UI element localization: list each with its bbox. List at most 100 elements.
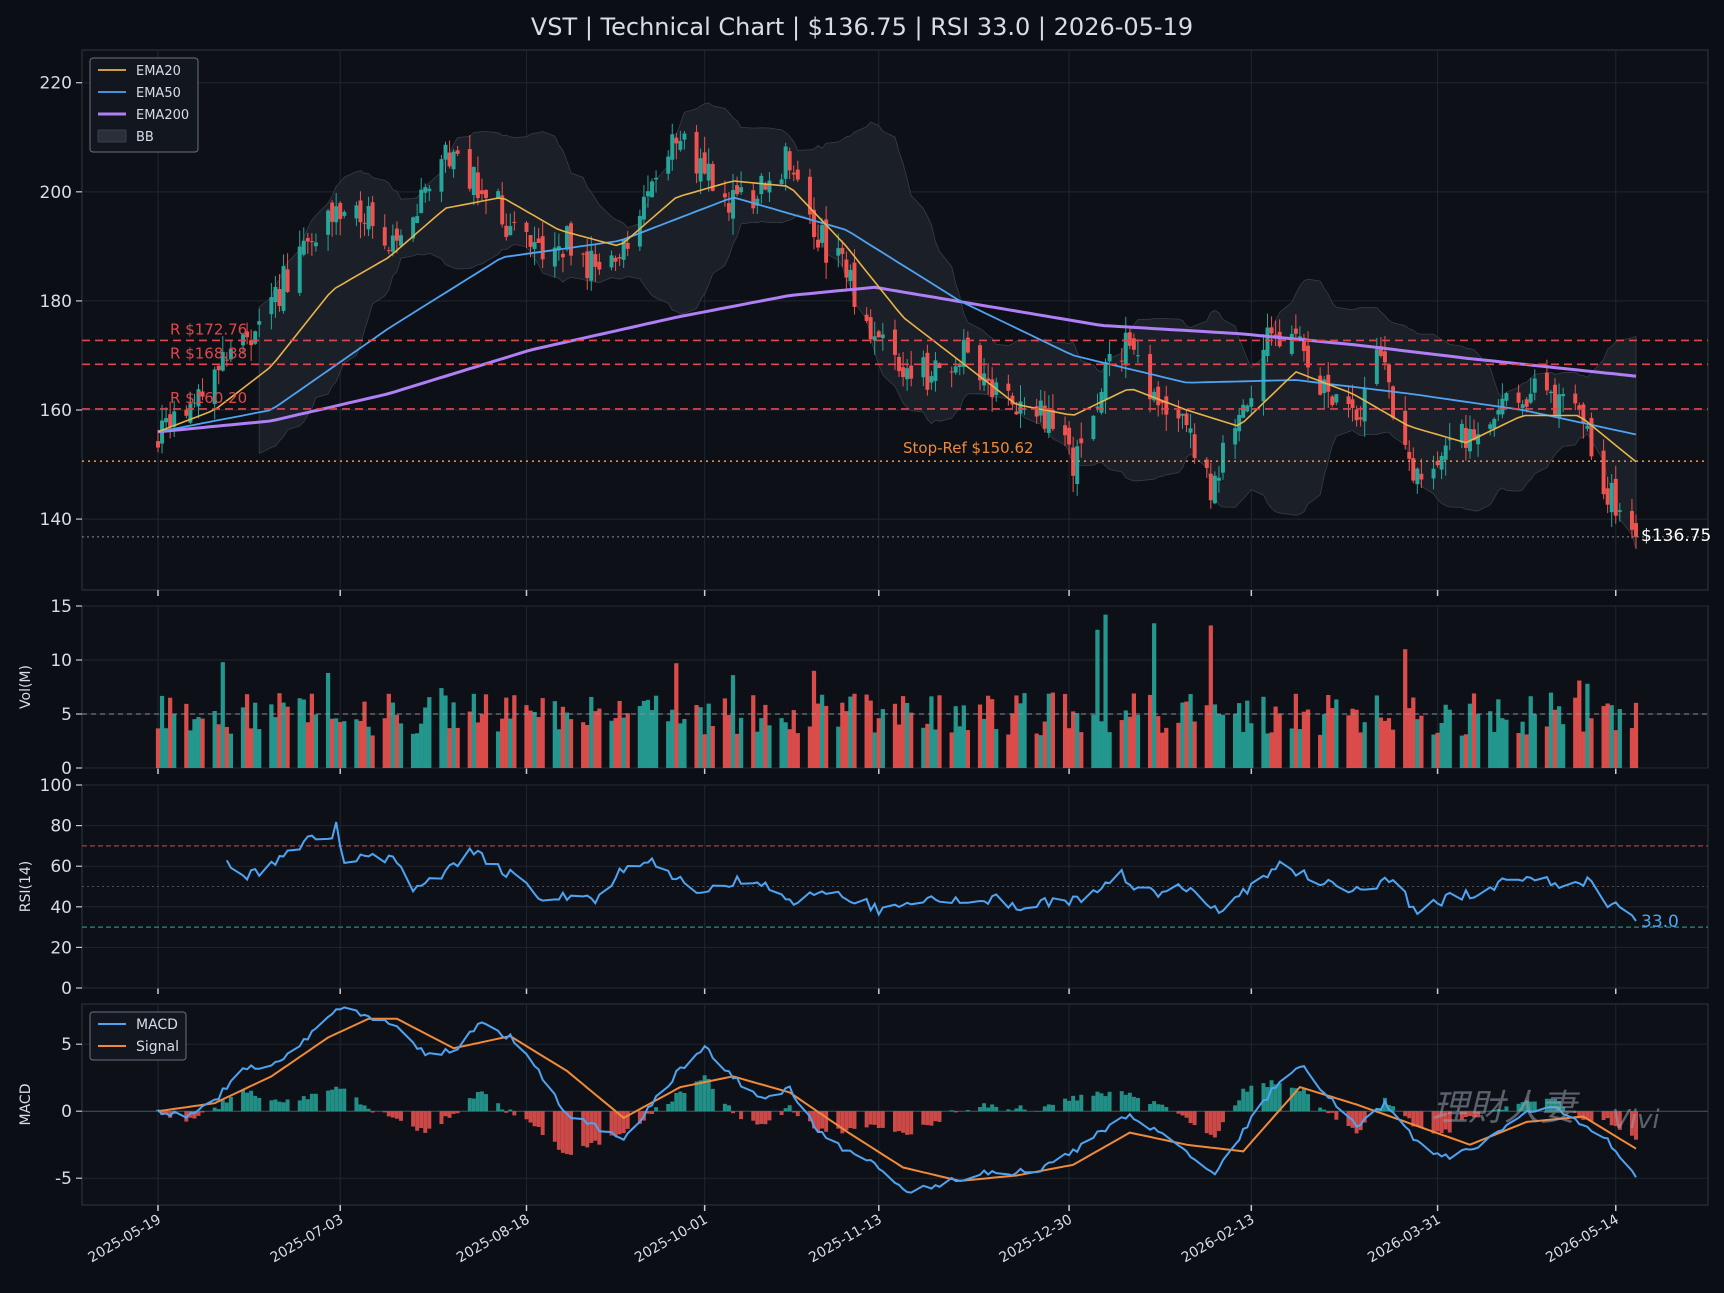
candle-body — [840, 248, 844, 254]
macd-histogram-bar — [925, 1111, 929, 1125]
volume-bar — [755, 732, 759, 768]
candle-body — [751, 190, 755, 208]
candle-body — [735, 185, 739, 194]
volume-bar — [217, 724, 221, 768]
volume-bar — [508, 719, 512, 768]
volume-bar — [1435, 733, 1439, 768]
candle-body — [1334, 394, 1338, 402]
y-tick-label: 20 — [50, 938, 72, 958]
candle-body — [310, 241, 314, 242]
volume-bar — [172, 714, 176, 768]
volume-bar — [451, 702, 455, 768]
macd-histogram-bar — [881, 1111, 885, 1128]
volume-bar — [1193, 721, 1197, 768]
volume-bar — [626, 713, 630, 768]
macd-histogram-bar — [1047, 1104, 1051, 1111]
volume-bar — [865, 695, 869, 768]
candle-body — [1517, 393, 1521, 403]
volume-bar — [1379, 718, 1383, 768]
candle-body — [853, 263, 857, 307]
volume-bar — [613, 718, 617, 768]
candle-body — [1504, 393, 1508, 401]
macd-histogram-bar — [537, 1111, 541, 1127]
candle-body — [273, 287, 277, 302]
macd-histogram-bar — [589, 1111, 593, 1143]
macd-histogram-bar — [480, 1091, 484, 1111]
volume-bar — [1549, 693, 1553, 768]
macd-histogram-bar — [512, 1111, 516, 1115]
candle-body — [666, 157, 670, 174]
volume-bar — [1359, 732, 1363, 768]
candle-body — [282, 266, 286, 311]
macd-histogram-bar — [767, 1111, 771, 1120]
candle-body — [334, 206, 338, 222]
candle-body — [780, 179, 784, 184]
macd-histogram-bar — [1160, 1105, 1164, 1112]
candle-body — [654, 178, 658, 180]
macd-histogram-bar — [1156, 1104, 1160, 1111]
macd-histogram-bar — [1136, 1098, 1140, 1111]
macd-histogram-bar — [229, 1097, 233, 1111]
volume-bar — [1120, 720, 1124, 768]
candle-body — [164, 418, 168, 422]
candle-body — [727, 203, 731, 212]
candle-body — [1217, 478, 1221, 481]
macd-histogram-bar — [1051, 1105, 1055, 1111]
macd-histogram-bar — [1164, 1107, 1168, 1111]
macd-histogram-bar — [371, 1111, 375, 1112]
candle-body — [699, 158, 703, 181]
x-tick-label: 2026-03-31 — [1365, 1212, 1443, 1267]
candle-body — [1164, 396, 1168, 414]
volume-bar — [221, 662, 225, 768]
volume-bar — [784, 722, 788, 768]
macd-histogram-bar — [269, 1100, 273, 1111]
candle-body — [1148, 354, 1152, 399]
candle-body — [792, 173, 796, 175]
volume-bar — [1561, 724, 1565, 768]
candle-body — [881, 334, 885, 338]
volume-bar — [496, 731, 500, 768]
macd-histogram-bar — [439, 1111, 443, 1124]
volume-bar — [528, 711, 532, 768]
volume-bar — [253, 703, 257, 768]
volume-bar — [1350, 709, 1354, 768]
volume-bar — [585, 725, 589, 768]
volume-bar — [1472, 693, 1476, 768]
volume-bar — [504, 698, 508, 768]
candle-body — [306, 238, 310, 241]
y-tick-label: 100 — [40, 776, 72, 796]
macd-histogram-bar — [905, 1111, 909, 1135]
volume-bar — [1124, 710, 1128, 768]
candle-body — [933, 360, 937, 381]
x-tick-label: 2025-08-18 — [454, 1212, 532, 1267]
candle-body — [354, 205, 358, 218]
macd-histogram-bar — [1290, 1088, 1294, 1111]
macd-histogram-bar — [484, 1094, 488, 1111]
macd-histogram-bar — [1063, 1099, 1067, 1112]
candle-body — [286, 269, 290, 292]
macd-histogram-bar — [1014, 1108, 1018, 1111]
candle-body — [950, 372, 954, 373]
macd-histogram-bar — [553, 1111, 557, 1142]
macd-histogram-bar — [1302, 1089, 1306, 1111]
candle-body — [1403, 411, 1407, 445]
candle-body — [1634, 523, 1638, 537]
volume-bar — [1375, 695, 1379, 768]
macd-histogram-bar — [933, 1111, 937, 1121]
volume-bar — [925, 724, 929, 768]
volume-bar — [1217, 714, 1221, 768]
volume-bar — [873, 732, 877, 768]
candle-body — [759, 176, 763, 194]
candle-body — [865, 315, 869, 321]
legend-label: EMA20 — [136, 64, 181, 79]
macd-histogram-bar — [1306, 1094, 1310, 1111]
macd-histogram-bar — [456, 1111, 460, 1113]
macd-histogram-bar — [1067, 1101, 1071, 1111]
macd-histogram-bar — [529, 1111, 533, 1122]
macd-histogram-bar — [869, 1111, 873, 1124]
volume-bar — [670, 710, 674, 768]
macd-histogram-bar — [921, 1111, 925, 1125]
macd-histogram-bar — [816, 1111, 820, 1131]
volume-bar — [848, 697, 852, 768]
candle-body — [1419, 474, 1423, 480]
